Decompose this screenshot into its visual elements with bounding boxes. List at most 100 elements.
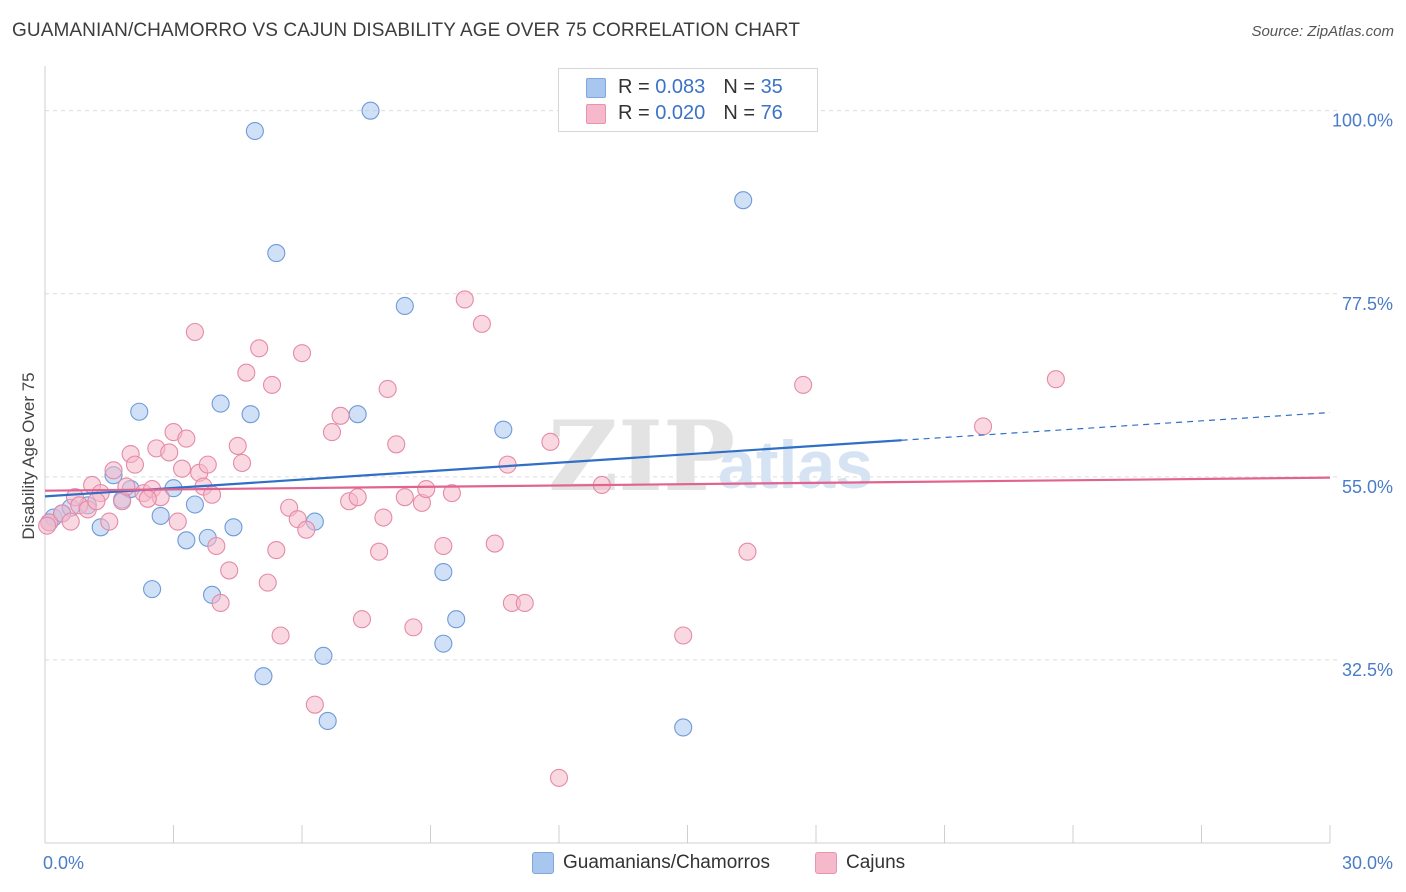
cajun-point-35	[258, 573, 277, 592]
guamanian-point-26	[361, 101, 380, 120]
guamanian-point-10	[151, 506, 170, 525]
y-tick-label-1: 77.5%	[1342, 294, 1393, 314]
legend-n-value: 76	[760, 102, 783, 125]
cajun-point-42	[305, 695, 324, 714]
cajun-point-49	[374, 508, 393, 527]
cajun-point-68	[738, 542, 757, 561]
bottom-legend-swatch-guamanians	[532, 852, 554, 874]
bottom-legend-swatch-cajuns	[815, 852, 837, 874]
guamanian-point-24	[318, 711, 337, 730]
cajun-point-11	[117, 477, 136, 496]
cajun-point-64	[541, 432, 560, 451]
cajun-point-2	[61, 512, 80, 531]
legend-row-guamanians: R = 0.083 N = 35	[586, 76, 783, 100]
guamanian-point-21	[267, 244, 286, 263]
guamanian-point-13	[185, 495, 204, 514]
guamanian-point-20	[254, 667, 273, 686]
cajun-point-65	[674, 626, 693, 645]
cajun-point-43	[322, 423, 342, 442]
x-tick-label-0: 0.0%	[43, 853, 84, 873]
cajun-point-34	[250, 339, 269, 358]
legend-n-label: N =	[723, 76, 755, 99]
y-axis-label: Disability Age Over 75	[19, 372, 38, 539]
guamanian-point-19	[245, 121, 264, 141]
guamanian-point-32	[674, 718, 693, 737]
bottom-legend-guamanians: Guamanians/Chamorros	[532, 852, 770, 874]
cajun-point-66	[549, 768, 569, 787]
bottom-legend-label: Guamanians/Chamorros	[563, 852, 770, 873]
legend-r-label: R =	[618, 76, 650, 99]
cajun-point-44	[331, 406, 350, 425]
cajun-point-55	[417, 479, 436, 499]
cajun-point-46	[348, 488, 367, 507]
cajun-point-26	[198, 455, 217, 474]
cajun-point-21	[173, 459, 192, 478]
cajun-point-29	[211, 593, 230, 613]
cajun-point-23	[185, 322, 204, 342]
watermark: ZIP atlas	[548, 400, 873, 513]
cajun-point-36	[262, 375, 282, 394]
cajun-trend-line	[44, 476, 1331, 492]
cajun-point-9	[104, 461, 123, 480]
guamanian-trend-extension	[901, 411, 1331, 441]
cajun-point-58	[455, 290, 474, 309]
gridlines	[45, 110, 1340, 661]
guamanian-point-30	[447, 610, 466, 629]
trend-lines	[44, 411, 1331, 498]
axes	[44, 66, 1331, 844]
data-points	[38, 101, 1065, 787]
legend-r-value: 0.083	[655, 76, 706, 99]
legend-n-value: 35	[760, 76, 783, 99]
guamanian-point-27	[395, 296, 414, 316]
guamanian-point-23	[314, 646, 333, 665]
cajun-point-70	[973, 417, 993, 436]
guamanian-trend-line	[44, 439, 902, 498]
bottom-legend-cajuns: Cajuns	[815, 852, 905, 874]
guamanian-point-9	[143, 580, 162, 599]
legend-swatch-cajuns	[586, 103, 606, 124]
guamanian-point-29	[434, 634, 453, 653]
tick-labels: 100.0% 77.5% 55.0% 32.5% 0.0% 30.0%	[43, 111, 1393, 873]
cajun-point-57	[442, 484, 461, 503]
guamanian-point-25	[348, 405, 367, 424]
source-label: Source: ZipAtlas.com	[1251, 23, 1394, 40]
cajun-point-41	[292, 344, 312, 363]
guamanian-point-12	[177, 531, 196, 550]
legend-swatch-guamanians	[586, 77, 606, 98]
guamanian-point-28	[434, 562, 453, 582]
cajun-point-69	[794, 375, 813, 394]
cajun-point-52	[395, 488, 414, 507]
bottom-legend-label: Cajuns	[846, 852, 906, 873]
guamanian-point-31	[494, 420, 513, 439]
guamanian-point-16	[211, 394, 230, 413]
legend-r-label: R =	[618, 102, 650, 125]
cajun-point-47	[352, 610, 372, 629]
stats-legend: R = 0.083 N = 35 R = 0.020 N = 76	[558, 68, 818, 132]
watermark-atlas: atlas	[718, 427, 873, 503]
legend-r-value: 0.020	[655, 102, 706, 125]
guamanian-point-8	[130, 402, 149, 421]
cajun-point-63	[515, 593, 534, 613]
chart-title: GUAMANIAN/CHAMORRO VS CAJUN DISABILITY A…	[12, 20, 801, 41]
x-tick-label-1: 30.0%	[1342, 853, 1393, 873]
cajun-point-30	[220, 561, 239, 580]
cajun-point-48	[370, 542, 389, 561]
cajun-point-38	[271, 626, 290, 645]
cajun-point-31	[228, 436, 247, 455]
legend-row-cajuns: R = 0.020 N = 76	[586, 102, 783, 126]
cajun-point-20	[168, 512, 187, 531]
cajun-point-51	[387, 435, 406, 454]
cajun-point-59	[472, 314, 491, 333]
cajun-point-32	[232, 453, 252, 473]
cajun-point-71	[1046, 370, 1065, 389]
cajun-point-75	[297, 520, 316, 539]
cajun-point-33	[237, 363, 256, 382]
y-tick-label-0: 100.0%	[1332, 111, 1393, 131]
guamanian-point-18	[241, 405, 260, 424]
cajun-point-72	[38, 516, 57, 535]
cajun-point-28	[207, 536, 226, 556]
cajun-point-37	[267, 541, 286, 560]
y-tick-label-3: 32.5%	[1342, 660, 1393, 680]
y-tick-label-2: 55.0%	[1342, 477, 1393, 497]
